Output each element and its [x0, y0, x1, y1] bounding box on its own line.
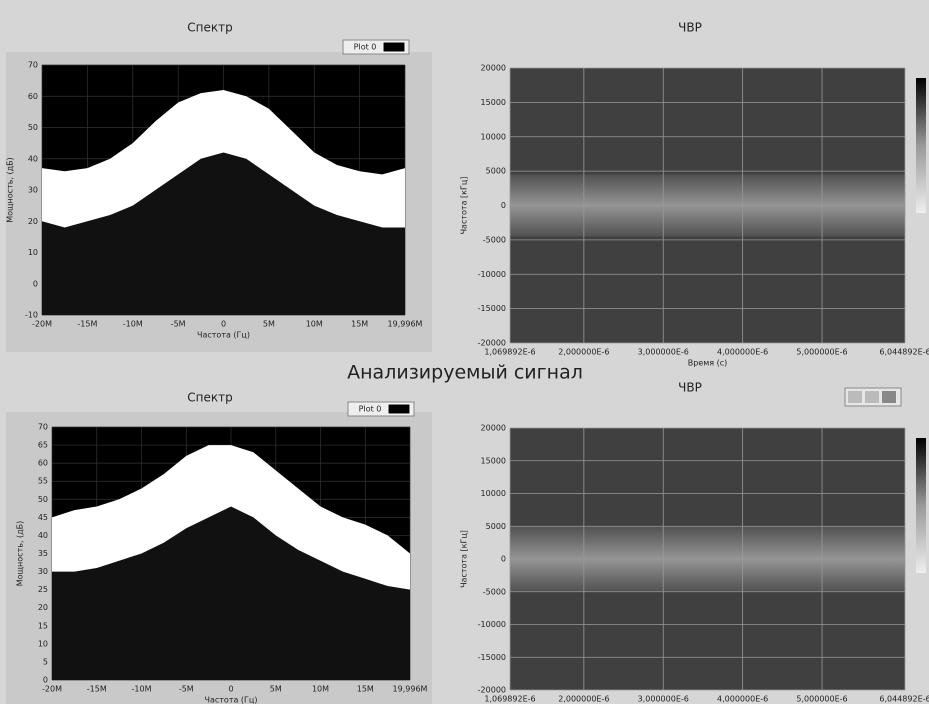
x-tick-label: 5,000000E-6: [796, 695, 847, 704]
y-tick-label: 60: [38, 459, 48, 468]
y-tick-label: -15000: [478, 653, 506, 662]
y-tick-label: 0: [43, 676, 48, 685]
x-tick-label: 6,044892E-6: [879, 695, 929, 704]
x-tick-label: -20M: [42, 685, 62, 694]
y-tick-label: 50: [28, 123, 38, 132]
chart-title: Спектр: [187, 21, 232, 35]
x-tick-label: -10M: [123, 320, 143, 329]
x-tick-label: 4,000000E-6: [717, 348, 768, 357]
x-tick-label: 3,000000E-6: [638, 348, 689, 357]
y-tick-label: 40: [38, 531, 48, 540]
y-tick-label: -10000: [478, 270, 506, 279]
x-axis-label: Время (с): [688, 359, 728, 368]
x-tick-label: 0: [228, 685, 233, 694]
y-axis-label: Мощность, (дБ): [6, 157, 15, 223]
y-tick-label: -10000: [478, 620, 506, 629]
y-tick-label: 0: [501, 555, 506, 564]
legend-label: Plot 0: [354, 43, 377, 52]
x-tick-label: 5M: [263, 320, 275, 329]
spectrum-floor: [52, 506, 410, 680]
y-tick-label: -15000: [478, 304, 506, 313]
x-tick-label: 3,000000E-6: [638, 695, 689, 704]
tool-button[interactable]: [865, 391, 879, 403]
y-tick-label: 30: [38, 567, 48, 576]
y-tick-label: 20: [38, 603, 48, 612]
y-tick-label: 20000: [481, 64, 506, 73]
x-tick-label: 1,069892E-6: [484, 348, 535, 357]
x-tick-label: 2,000000E-6: [558, 695, 609, 704]
legend-swatch: [387, 403, 411, 415]
x-tick-label: -15M: [87, 685, 107, 694]
legend-label: Plot 0: [359, 405, 382, 414]
x-tick-label: -5M: [179, 685, 194, 694]
y-tick-label: 10000: [481, 489, 506, 498]
y-tick-label: 25: [38, 585, 48, 594]
y-axis-label: Частота [кГц]: [460, 177, 469, 235]
toolbar[interactable]: [844, 387, 902, 407]
x-tick-label: 10M: [312, 685, 329, 694]
x-tick-label: 15M: [357, 685, 374, 694]
tool-button[interactable]: [882, 391, 896, 403]
y-tick-label: -5000: [483, 587, 506, 596]
caption: Анализируемый сигнал: [347, 362, 583, 384]
x-tick-label: 5M: [270, 685, 282, 694]
y-tick-label: 15: [38, 621, 48, 630]
y-tick-label: 40: [28, 154, 38, 163]
chart-title: Спектр: [187, 391, 232, 405]
legend-swatch: [382, 41, 406, 53]
y-tick-label: 70: [28, 61, 38, 70]
y-axis-label: Частота [кГц]: [460, 530, 469, 588]
x-tick-label: 5,000000E-6: [796, 348, 847, 357]
chart-title: ЧВР: [678, 381, 702, 395]
x-tick-label: 0: [221, 320, 226, 329]
x-tick-label: 19,996M: [393, 685, 428, 694]
y-tick-label: 10000: [481, 132, 506, 141]
y-tick-label: 50: [38, 495, 48, 504]
x-tick-label: 19,996M: [388, 320, 423, 329]
y-tick-label: 5: [43, 657, 48, 666]
y-tick-label: 15000: [481, 98, 506, 107]
y-tick-label: 0: [33, 279, 38, 288]
y-tick-label: -10: [25, 311, 38, 320]
y-tick-label: 30: [28, 186, 38, 195]
y-axis-label: Мощность, (дБ): [16, 521, 25, 587]
y-tick-label: 60: [28, 92, 38, 101]
y-tick-label: 10: [38, 639, 48, 648]
y-tick-label: 70: [38, 423, 48, 432]
chart-title: ЧВР: [678, 21, 702, 35]
x-tick-label: 10M: [306, 320, 323, 329]
y-tick-label: 20000: [481, 424, 506, 433]
x-tick-label: -10M: [132, 685, 152, 694]
color-scale: [916, 438, 926, 573]
x-axis-label: Частота (Гц): [204, 696, 257, 704]
spectrum-floor: [42, 152, 405, 315]
y-tick-label: -20000: [478, 339, 506, 348]
x-tick-label: -20M: [32, 320, 52, 329]
y-tick-label: 35: [38, 549, 48, 558]
y-tick-label: 5000: [486, 522, 506, 531]
x-tick-label: 6,044892E-6: [879, 348, 929, 357]
y-tick-label: 15000: [481, 456, 506, 465]
y-tick-label: 20: [28, 217, 38, 226]
x-axis-label: Частота (Гц): [197, 331, 250, 340]
y-tick-label: 0: [501, 201, 506, 210]
y-tick-label: -20000: [478, 686, 506, 695]
y-tick-label: 45: [38, 513, 48, 522]
x-tick-label: -15M: [77, 320, 97, 329]
y-tick-label: -5000: [483, 235, 506, 244]
x-tick-label: 4,000000E-6: [717, 695, 768, 704]
x-tick-label: 15M: [351, 320, 368, 329]
y-tick-label: 65: [38, 441, 48, 450]
tool-button[interactable]: [848, 391, 862, 403]
x-tick-label: -5M: [171, 320, 186, 329]
y-tick-label: 55: [38, 477, 48, 486]
x-tick-label: 1,069892E-6: [484, 695, 535, 704]
color-scale: [916, 78, 926, 213]
y-tick-label: 10: [28, 248, 38, 257]
x-tick-label: 2,000000E-6: [558, 348, 609, 357]
y-tick-label: 5000: [486, 167, 506, 176]
